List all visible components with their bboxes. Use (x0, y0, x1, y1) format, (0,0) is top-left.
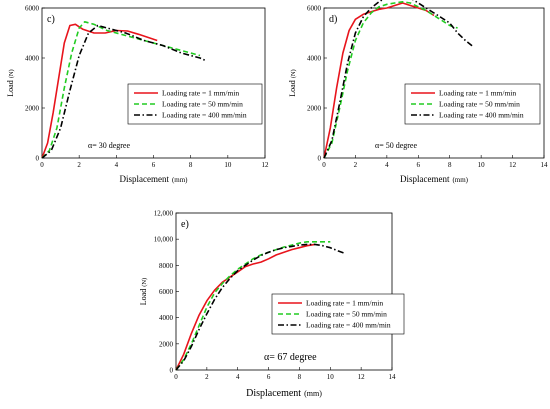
x-tick-label: 10 (478, 161, 486, 169)
y-axis-unit: (N) (290, 69, 297, 78)
x-tick-label: 10 (327, 373, 335, 381)
angle-annotation: α= 67 degree (264, 352, 317, 363)
x-axis-title: Displacement (119, 174, 169, 184)
series-line-3 (323, 0, 474, 159)
x-tick-label: 2 (77, 161, 81, 169)
x-axis-unit: (mm) (452, 176, 468, 184)
x-tick-label: 6 (417, 161, 421, 169)
plot-frame (175, 212, 393, 371)
y-axis-title: Load (139, 289, 148, 305)
legend-entry-1: Loading rate = 1 mm/min (439, 89, 516, 98)
panel-label: e) (181, 219, 189, 230)
series-line-2 (323, 1, 458, 159)
x-tick-label: 8 (448, 161, 452, 169)
y-tick-label: 12,000 (154, 210, 174, 218)
legend-entry-3: Loading rate = 400 mm/min (306, 321, 391, 330)
x-tick-label: 14 (389, 373, 397, 381)
x-tick-label: 10 (224, 161, 232, 169)
y-tick-label: 6000 (159, 288, 174, 296)
y-axis-label: Load (N) (288, 69, 297, 96)
y-axis-title: Load (6, 80, 15, 96)
x-axis-label: Displacement (mm) (400, 174, 469, 184)
x-tick-label: 8 (189, 161, 193, 169)
chart-panel-1: 0 2 4 6 8 10 12 0 2000 4000 6000 c) Load (N) Displacem… (6, 5, 269, 185)
panel-label: c) (47, 14, 55, 25)
y-tick-label: 4000 (25, 55, 40, 63)
x-tick-label: 6 (152, 161, 156, 169)
x-axis-unit: (mm) (304, 389, 322, 398)
x-axis-title: Displacement (246, 388, 301, 399)
x-tick-label: 0 (174, 373, 178, 381)
y-tick-label: 0 (36, 155, 40, 163)
x-axis-label: Displacement (mm) (246, 388, 322, 399)
x-tick-label: 2 (354, 161, 358, 169)
legend: Loading rate = 1 mm/min Loading rate = 50… (127, 83, 263, 125)
y-axis-unit: (N) (141, 278, 148, 287)
y-tick-label: 2000 (159, 340, 174, 348)
x-tick-label: 12 (509, 161, 517, 169)
legend: Loading rate = 1 mm/min Loading rate = 50… (271, 293, 405, 335)
y-tick-label: 10,000 (154, 236, 174, 244)
plot-frame (323, 7, 545, 159)
series-line-1 (175, 243, 316, 371)
x-tick-label: 0 (40, 161, 44, 169)
y-tick-label: 2000 (307, 105, 322, 113)
y-tick-label: 0 (318, 155, 322, 163)
x-tick-label: 12 (358, 373, 366, 381)
angle-annotation: α= 50 degree (375, 141, 417, 150)
panel-label: d) (329, 14, 337, 25)
legend-entry-1: Loading rate = 1 mm/min (306, 299, 383, 308)
legend: Loading rate = 1 mm/min Loading rate = 50… (404, 83, 541, 125)
y-axis-title: Load (288, 80, 297, 96)
y-tick-label: 6000 (307, 5, 322, 13)
x-tick-label: 0 (322, 161, 326, 169)
legend-entry-2: Loading rate = 50 mm/min (439, 100, 520, 109)
series-line-3 (175, 243, 346, 371)
chart-panel-2: 0 2 4 6 8 10 12 14 0 2000 4000 6000 d) Load (N) Displac… (288, 0, 548, 184)
y-tick-label: 6000 (25, 5, 40, 13)
x-tick-label: 2 (205, 373, 209, 381)
x-tick-label: 8 (298, 373, 302, 381)
angle-annotation: α= 30 degree (88, 141, 130, 150)
x-tick-label: 6 (267, 373, 271, 381)
y-axis-label: Load (N) (139, 278, 148, 305)
y-tick-label: 4000 (159, 314, 174, 322)
legend-entry-1: Loading rate = 1 mm/min (162, 89, 239, 98)
x-tick-label: 4 (385, 161, 389, 169)
x-axis-label: Displacement (mm) (119, 174, 188, 184)
x-tick-label: 4 (115, 161, 119, 169)
series-line-2 (175, 241, 331, 371)
series-line-1 (41, 23, 158, 159)
x-axis-title: Displacement (400, 174, 450, 184)
y-tick-label: 2000 (25, 105, 40, 113)
y-axis-unit: (N) (8, 69, 15, 78)
legend-entry-3: Loading rate = 400 mm/min (439, 111, 524, 120)
x-tick-label: 14 (541, 161, 549, 169)
plot-frame (41, 7, 266, 159)
series-line-3 (41, 24, 206, 159)
x-tick-label: 12 (262, 161, 270, 169)
legend-entry-3: Loading rate = 400 mm/min (162, 111, 247, 120)
legend-entry-2: Loading rate = 50 mm/min (306, 310, 387, 319)
x-tick-label: 4 (236, 373, 240, 381)
x-axis-unit: (mm) (172, 176, 188, 184)
y-tick-label: 4000 (307, 55, 322, 63)
y-axis-label: Load (N) (6, 69, 15, 96)
legend-entry-2: Loading rate = 50 mm/min (162, 100, 243, 109)
y-tick-label: 0 (170, 367, 174, 375)
series-line-1 (323, 2, 435, 159)
series-line-2 (41, 21, 201, 159)
y-tick-label: 8000 (159, 262, 174, 270)
chart-panel-3: 0 2 4 6 8 10 12 14 0 2000 4000 6000 8000 10,000 12,000… (139, 210, 405, 399)
